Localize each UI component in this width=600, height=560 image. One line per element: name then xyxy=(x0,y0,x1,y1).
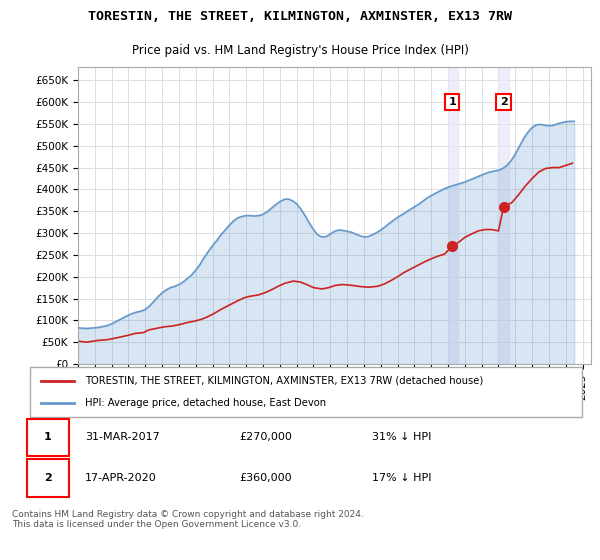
Text: Contains HM Land Registry data © Crown copyright and database right 2024.
This d: Contains HM Land Registry data © Crown c… xyxy=(12,510,364,529)
Text: 1: 1 xyxy=(44,432,52,442)
Text: 17-APR-2020: 17-APR-2020 xyxy=(85,473,157,483)
Text: TORESTIN, THE STREET, KILMINGTON, AXMINSTER, EX13 7RW: TORESTIN, THE STREET, KILMINGTON, AXMINS… xyxy=(88,10,512,23)
Text: 31-MAR-2017: 31-MAR-2017 xyxy=(85,432,160,442)
Text: TORESTIN, THE STREET, KILMINGTON, AXMINSTER, EX13 7RW (detached house): TORESTIN, THE STREET, KILMINGTON, AXMINS… xyxy=(85,376,484,386)
Text: 2: 2 xyxy=(44,473,52,483)
Text: 31% ↓ HPI: 31% ↓ HPI xyxy=(372,432,431,442)
Text: Price paid vs. HM Land Registry's House Price Index (HPI): Price paid vs. HM Land Registry's House … xyxy=(131,44,469,57)
FancyBboxPatch shape xyxy=(30,367,582,417)
Text: 17% ↓ HPI: 17% ↓ HPI xyxy=(372,473,432,483)
Text: HPI: Average price, detached house, East Devon: HPI: Average price, detached house, East… xyxy=(85,398,326,408)
Bar xyxy=(499,67,509,364)
Text: £270,000: £270,000 xyxy=(240,432,293,442)
Text: 2: 2 xyxy=(500,97,508,107)
Text: 1: 1 xyxy=(448,97,456,107)
FancyBboxPatch shape xyxy=(27,419,68,456)
Bar xyxy=(448,67,458,364)
FancyBboxPatch shape xyxy=(27,459,68,497)
Text: £360,000: £360,000 xyxy=(240,473,292,483)
